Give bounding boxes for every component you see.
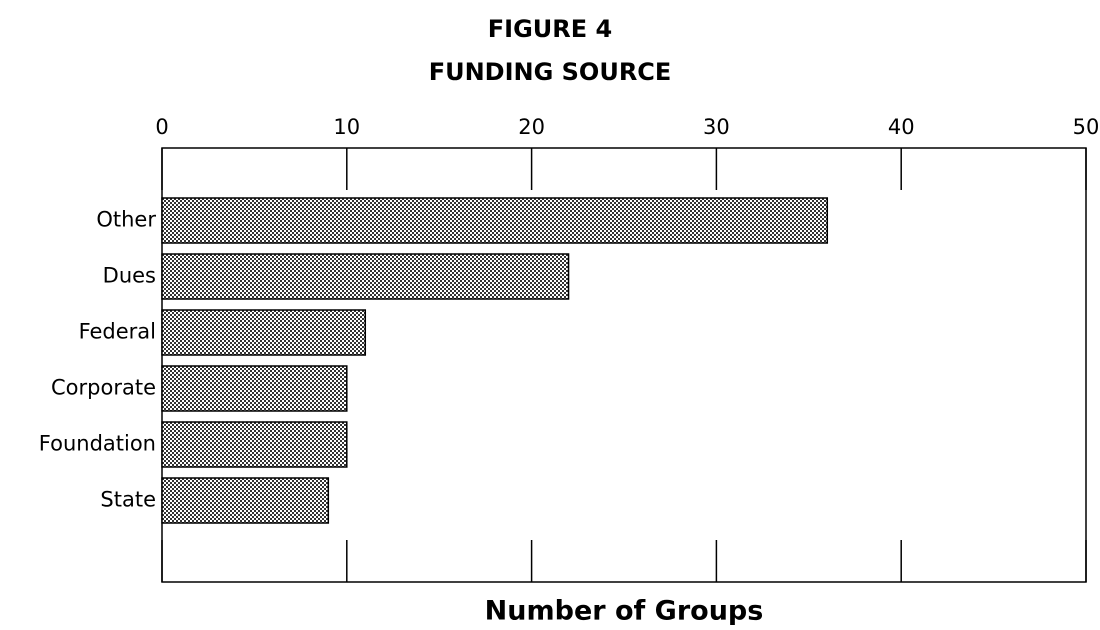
x-tick-label: 20 [518,115,545,139]
y-tick-label: State [100,488,156,512]
y-tick-label: Federal [79,320,156,344]
bar [161,421,348,468]
chart-subtitle: FUNDING SOURCE [429,58,672,86]
y-tick-label: Corporate [51,376,156,400]
x-axis-label: Number of Groups [485,596,764,627]
bar [161,365,348,412]
x-tick-label: 10 [333,115,360,139]
bar [161,309,367,356]
y-tick-label: Other [96,208,156,232]
plot-frame [161,147,1087,583]
bar [161,253,570,300]
bar [161,477,330,524]
chart-title: FIGURE 4 [488,15,612,43]
x-tick-label: 40 [888,115,915,139]
bar [161,197,829,244]
y-tick-label: Dues [103,264,156,288]
x-tick-label: 30 [703,115,730,139]
y-tick-label: Foundation [39,432,156,456]
x-tick-label: 50 [1073,115,1100,139]
x-tick-label: 0 [155,115,168,139]
